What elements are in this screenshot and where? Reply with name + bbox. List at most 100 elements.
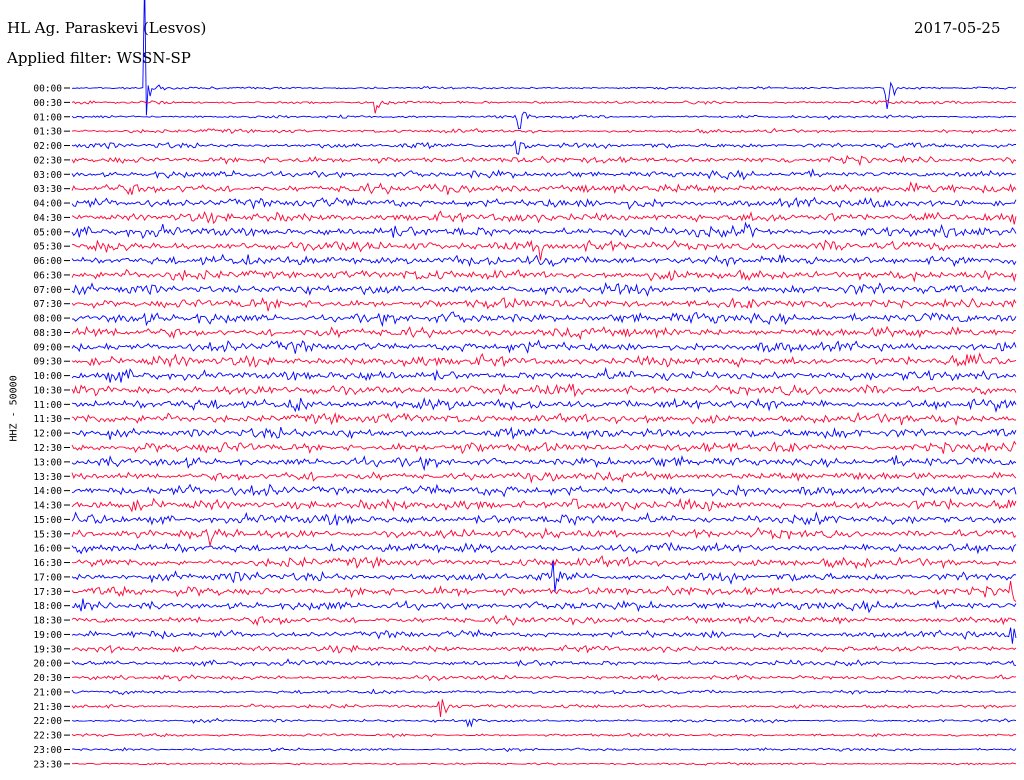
trace-row-1800 (71, 598, 1017, 614)
row-time-label: 20:30 (33, 673, 62, 684)
trace-row-1830 (71, 614, 1017, 627)
row-time-label: 21:30 (33, 702, 62, 713)
trace-row-1400 (71, 483, 1017, 498)
trace-row-0900 (71, 339, 1017, 355)
trace-row-1930 (71, 644, 1017, 654)
row-time-label: 16:30 (33, 558, 62, 569)
trace-row-1730 (71, 581, 1017, 602)
trace-row-2230 (71, 732, 1017, 739)
row-time-label: 12:30 (33, 443, 62, 454)
row-time-label: 12:00 (33, 429, 62, 440)
row-time-label: 17:30 (33, 587, 62, 598)
trace-row-2300 (71, 746, 1017, 753)
row-time-label: 02:30 (33, 155, 62, 166)
trace-row-2100 (71, 688, 1017, 696)
trace-row-0400 (71, 196, 1017, 210)
row-time-label: 23:00 (33, 745, 62, 756)
trace-row-1430 (71, 497, 1017, 513)
row-time-label: 09:00 (33, 342, 62, 353)
row-time-label: 04:00 (33, 199, 62, 210)
row-time-label: 03:30 (33, 184, 62, 195)
row-time-label: 18:00 (33, 601, 62, 612)
trace-row-1500 (71, 511, 1017, 527)
trace-row-0330 (71, 181, 1017, 196)
trace-row-0530 (71, 239, 1017, 261)
trace-row-1200 (71, 426, 1017, 440)
row-time-label: 08:30 (33, 328, 62, 339)
trace-row-0430 (71, 210, 1017, 225)
trace-row-2330 (71, 761, 1017, 766)
trace-row-2200 (71, 717, 1017, 728)
row-time-label: 13:30 (33, 472, 62, 483)
row-time-label: 15:00 (33, 515, 62, 526)
station-title: HL Ag. Paraskevi (Lesvos) (7, 19, 207, 37)
trace-row-2130 (71, 699, 1017, 717)
row-time-label: 10:30 (33, 385, 62, 396)
trace-row-0700 (71, 281, 1017, 297)
row-time-label: 06:30 (33, 270, 62, 281)
trace-row-2000 (71, 658, 1017, 668)
row-time-label: 22:30 (33, 731, 62, 742)
row-time-label: 22:00 (33, 716, 62, 727)
row-time-label: 01:00 (33, 112, 62, 123)
trace-row-1900 (71, 627, 1017, 644)
trace-row-1030 (71, 383, 1017, 398)
filter-label: Applied filter: WSSN-SP (7, 49, 191, 67)
row-time-label: 00:00 (33, 84, 62, 95)
trace-row-0500 (71, 221, 1017, 239)
row-time-label: 11:30 (33, 414, 62, 425)
trace-row-1000 (71, 366, 1017, 383)
row-time-label: 14:00 (33, 486, 62, 497)
row-time-label: 07:00 (33, 285, 62, 296)
row-time-label: 20:00 (33, 659, 62, 670)
trace-row-0930 (71, 352, 1017, 369)
row-time-label: 10:00 (33, 371, 62, 382)
row-time-label: 16:00 (33, 544, 62, 555)
row-time-label: 08:00 (33, 314, 62, 325)
row-time-label: 09:30 (33, 357, 62, 368)
trace-row-1130 (71, 411, 1017, 427)
trace-row-0630 (71, 268, 1017, 283)
row-time-label: 05:00 (33, 227, 62, 238)
trace-row-1300 (71, 454, 1017, 472)
trace-row-0130 (71, 127, 1017, 134)
row-time-label: 00:30 (33, 98, 62, 109)
trace-row-2030 (71, 674, 1017, 682)
row-time-label: 13:00 (33, 457, 62, 468)
row-time-label: 18:30 (33, 616, 62, 627)
trace-row-0200 (71, 139, 1017, 155)
trace-row-1600 (71, 541, 1017, 555)
row-time-label: 07:30 (33, 299, 62, 310)
trace-row-0730 (71, 297, 1017, 312)
trace-row-0100 (71, 111, 1017, 130)
row-time-label: 03:00 (33, 170, 62, 181)
trace-row-0800 (71, 311, 1017, 328)
trace-row-1330 (71, 470, 1017, 484)
row-time-label: 21:00 (33, 687, 62, 698)
trace-row-1630 (71, 555, 1017, 570)
row-time-label: 11:00 (33, 400, 62, 411)
row-time-label: 14:30 (33, 501, 62, 512)
date-label: 2017-05-25 (914, 19, 1001, 37)
trace-row-0030 (71, 99, 1016, 114)
row-time-label: 15:30 (33, 529, 62, 540)
trace-row-0000 (71, 0, 1017, 116)
row-time-label: 05:30 (33, 242, 62, 253)
row-time-label: 01:30 (33, 127, 62, 138)
row-time-label: 19:00 (33, 630, 62, 641)
row-time-label: 06:00 (33, 256, 62, 267)
trace-row-1100 (71, 397, 1017, 414)
trace-row-1700 (71, 560, 1017, 593)
trace-row-0230 (71, 154, 1017, 167)
row-time-label: 19:30 (33, 644, 62, 655)
trace-row-1530 (71, 526, 1017, 546)
trace-row-0300 (71, 168, 1017, 181)
trace-row-0600 (71, 253, 1017, 268)
row-time-label: 02:00 (33, 141, 62, 152)
trace-row-1230 (71, 440, 1017, 455)
row-time-label: 17:00 (33, 572, 62, 583)
row-time-label: 23:30 (33, 759, 62, 770)
trace-row-0830 (71, 325, 1017, 341)
row-time-label: 04:30 (33, 213, 62, 224)
